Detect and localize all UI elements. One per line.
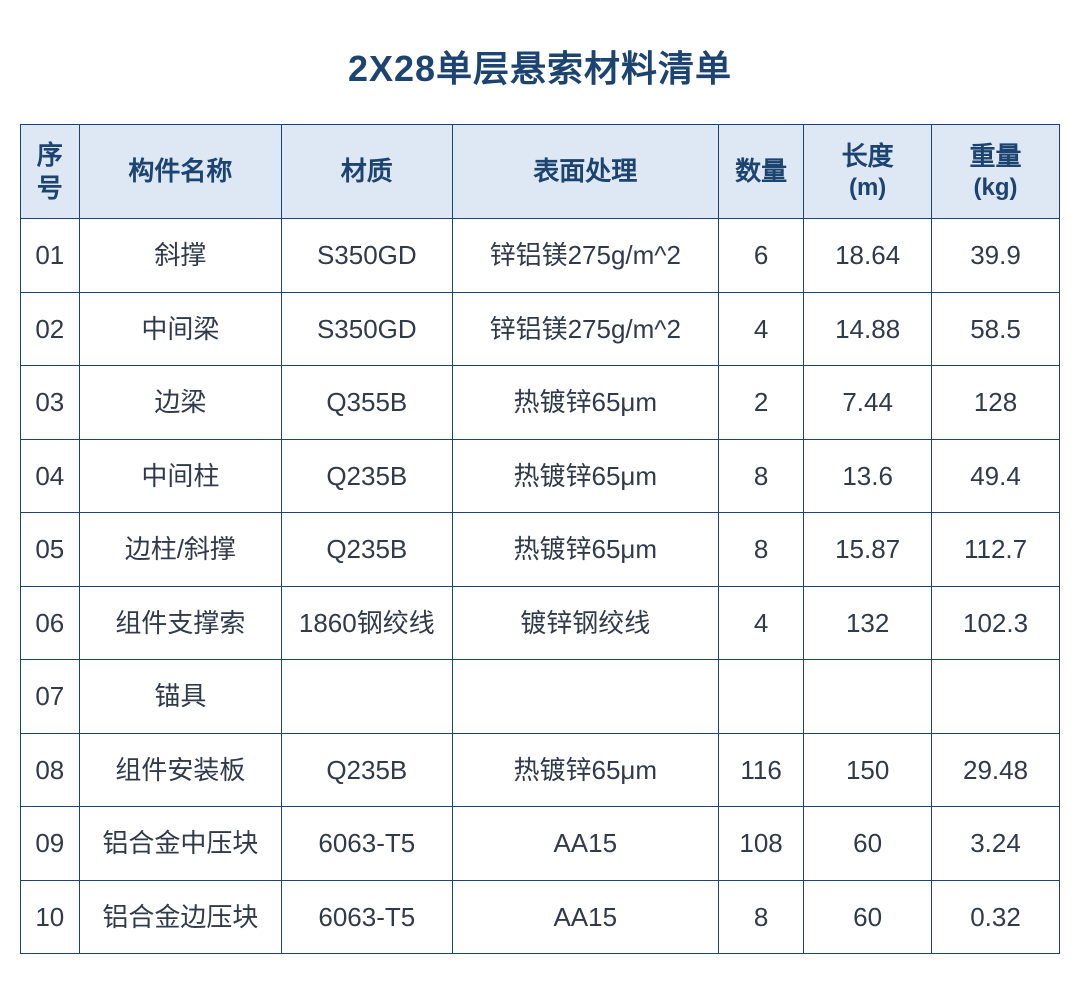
table-header: 序号 构件名称 材质 表面处理 数量 长度(m) 重量(kg) [21, 125, 1060, 219]
cell-surface: 热镀锌65μm [452, 439, 718, 513]
page-title: 2X28单层悬索材料清单 [20, 40, 1060, 92]
table-row: 05边柱/斜撑Q235B热镀锌65μm815.87112.7 [21, 513, 1060, 587]
cell-qty: 4 [718, 292, 803, 366]
materials-list-container: 2X28单层悬索材料清单 序号 构件名称 材质 [20, 40, 1060, 954]
cell-seq: 03 [21, 366, 80, 440]
table-row: 10铝合金边压块6063-T5AA158600.32 [21, 880, 1060, 954]
cell-material: S350GD [282, 292, 453, 366]
cell-surface: 热镀锌65μm [452, 733, 718, 807]
cell-qty: 116 [718, 733, 803, 807]
cell-seq: 05 [21, 513, 80, 587]
table-row: 06组件支撑索1860钢绞线镀锌钢绞线4132102.3 [21, 586, 1060, 660]
header-length: 长度(m) [804, 125, 932, 219]
table-row: 07锚具 [21, 660, 1060, 734]
cell-material: 1860钢绞线 [282, 586, 453, 660]
cell-seq: 06 [21, 586, 80, 660]
table-row: 03边梁Q355B热镀锌65μm27.44128 [21, 366, 1060, 440]
cell-seq: 07 [21, 660, 80, 734]
cell-surface [452, 660, 718, 734]
cell-name: 中间柱 [79, 439, 281, 513]
cell-seq: 10 [21, 880, 80, 954]
header-weight: 重量(kg) [932, 125, 1060, 219]
header-surface: 表面处理 [452, 125, 718, 219]
cell-name: 边柱/斜撑 [79, 513, 281, 587]
cell-weight [932, 660, 1060, 734]
cell-seq: 02 [21, 292, 80, 366]
cell-material: Q235B [282, 439, 453, 513]
materials-table: 序号 构件名称 材质 表面处理 数量 长度(m) 重量(kg) [20, 124, 1060, 954]
cell-weight: 3.24 [932, 807, 1060, 881]
cell-surface: AA15 [452, 807, 718, 881]
cell-seq: 08 [21, 733, 80, 807]
cell-material: Q235B [282, 513, 453, 587]
table-row: 09铝合金中压块6063-T5AA15108603.24 [21, 807, 1060, 881]
cell-surface: 锌铝镁275g/m^2 [452, 292, 718, 366]
cell-weight: 102.3 [932, 586, 1060, 660]
table-row: 08组件安装板Q235B热镀锌65μm11615029.48 [21, 733, 1060, 807]
cell-material: 6063-T5 [282, 807, 453, 881]
cell-surface: 镀锌钢绞线 [452, 586, 718, 660]
cell-surface: 热镀锌65μm [452, 513, 718, 587]
cell-qty [718, 660, 803, 734]
header-material: 材质 [282, 125, 453, 219]
cell-length: 60 [804, 807, 932, 881]
cell-length [804, 660, 932, 734]
cell-surface: 热镀锌65μm [452, 366, 718, 440]
cell-name: 组件安装板 [79, 733, 281, 807]
cell-name: 边梁 [79, 366, 281, 440]
cell-length: 15.87 [804, 513, 932, 587]
cell-material: Q355B [282, 366, 453, 440]
table-row: 02中间梁S350GD锌铝镁275g/m^2414.8858.5 [21, 292, 1060, 366]
cell-weight: 112.7 [932, 513, 1060, 587]
cell-material: Q235B [282, 733, 453, 807]
cell-qty: 4 [718, 586, 803, 660]
cell-length: 18.64 [804, 219, 932, 293]
cell-weight: 58.5 [932, 292, 1060, 366]
cell-weight: 49.4 [932, 439, 1060, 513]
cell-qty: 8 [718, 439, 803, 513]
header-qty: 数量 [718, 125, 803, 219]
cell-surface: AA15 [452, 880, 718, 954]
header-row: 序号 构件名称 材质 表面处理 数量 长度(m) 重量(kg) [21, 125, 1060, 219]
cell-name: 组件支撑索 [79, 586, 281, 660]
cell-length: 150 [804, 733, 932, 807]
cell-weight: 29.48 [932, 733, 1060, 807]
cell-length: 14.88 [804, 292, 932, 366]
cell-qty: 8 [718, 513, 803, 587]
cell-name: 铝合金中压块 [79, 807, 281, 881]
cell-qty: 6 [718, 219, 803, 293]
cell-qty: 108 [718, 807, 803, 881]
cell-weight: 128 [932, 366, 1060, 440]
cell-name: 锚具 [79, 660, 281, 734]
cell-name: 斜撑 [79, 219, 281, 293]
cell-seq: 09 [21, 807, 80, 881]
cell-length: 7.44 [804, 366, 932, 440]
cell-qty: 8 [718, 880, 803, 954]
cell-name: 中间梁 [79, 292, 281, 366]
cell-seq: 01 [21, 219, 80, 293]
cell-material: S350GD [282, 219, 453, 293]
table-row: 04中间柱Q235B热镀锌65μm813.649.4 [21, 439, 1060, 513]
cell-length: 60 [804, 880, 932, 954]
cell-weight: 0.32 [932, 880, 1060, 954]
cell-seq: 04 [21, 439, 80, 513]
cell-material [282, 660, 453, 734]
header-name: 构件名称 [79, 125, 281, 219]
cell-material: 6063-T5 [282, 880, 453, 954]
cell-length: 132 [804, 586, 932, 660]
cell-weight: 39.9 [932, 219, 1060, 293]
cell-name: 铝合金边压块 [79, 880, 281, 954]
cell-surface: 锌铝镁275g/m^2 [452, 219, 718, 293]
table-row: 01斜撑S350GD锌铝镁275g/m^2618.6439.9 [21, 219, 1060, 293]
cell-qty: 2 [718, 366, 803, 440]
table-body: 01斜撑S350GD锌铝镁275g/m^2618.6439.902中间梁S350… [21, 219, 1060, 954]
cell-length: 13.6 [804, 439, 932, 513]
header-seq: 序号 [21, 125, 80, 219]
